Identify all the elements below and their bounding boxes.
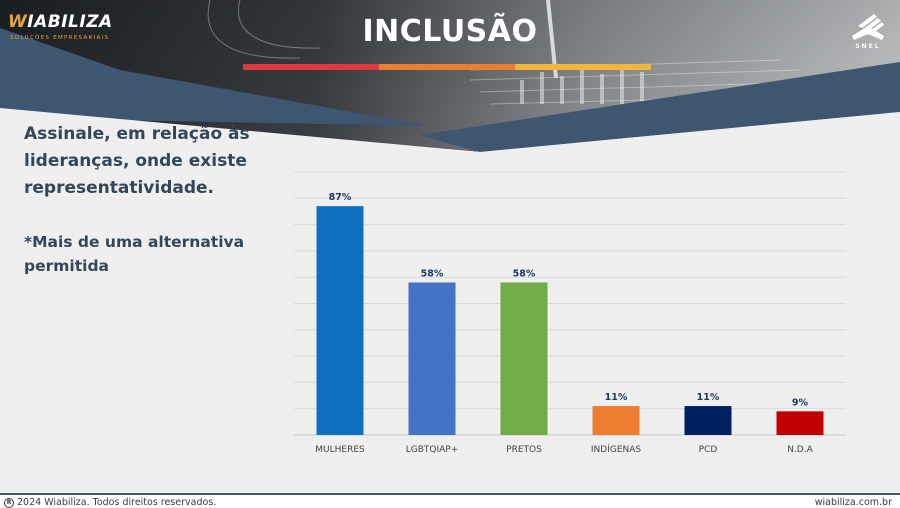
accent-bar-yellow xyxy=(515,64,651,70)
chart-gridlines xyxy=(294,171,846,436)
chart-bar xyxy=(500,282,548,435)
copyright: R 2024 Wiabiliza. Todos direitos reserva… xyxy=(4,497,216,508)
chart-category-labels: MULHERES LGBTQIAP+ PRETOS INDÍGENAS PCD N.D.A xyxy=(315,443,813,455)
chart-bars xyxy=(316,206,824,435)
header-band-right xyxy=(420,62,900,152)
book-icon xyxy=(852,14,884,40)
chart-bar xyxy=(776,411,824,435)
chart-value-label: 9% xyxy=(792,397,809,408)
chart-value-label: 87% xyxy=(329,192,352,203)
footer-divider xyxy=(0,493,900,495)
chart-category-label: MULHERES xyxy=(315,445,365,455)
chart-value-label: 58% xyxy=(421,268,444,279)
brand-logo: WIABILIZA SOLUÇÕES EMPRESARIAIS xyxy=(8,12,118,44)
footer-accent xyxy=(836,491,900,506)
snel-label: SNEL xyxy=(855,43,881,50)
header-band-left xyxy=(0,28,430,126)
chart-bar xyxy=(684,406,732,435)
header-background xyxy=(0,0,900,158)
copyright-text: 2024 Wiabiliza. Todos direitos reservado… xyxy=(17,497,217,508)
brand-tagline: SOLUÇÕES EMPRESARIAIS xyxy=(10,35,110,41)
website-link[interactable]: wiabiliza.com.br xyxy=(814,497,892,508)
chart-value-labels: 87% 58% 58% 11% 11% 9% xyxy=(329,192,809,408)
chart-category-label: PCD xyxy=(699,445,718,455)
snel-logo: SNEL xyxy=(848,12,888,54)
chart-bar xyxy=(316,206,364,435)
chart-value-label: 11% xyxy=(605,392,628,403)
header-banner xyxy=(0,0,900,158)
registered-icon: R xyxy=(4,497,14,508)
chart-category-label: PRETOS xyxy=(506,445,542,455)
question-note: *Mais de uma alternativa permitida xyxy=(24,233,245,275)
chart-value-label: 11% xyxy=(697,392,720,403)
footer-bar xyxy=(0,495,900,508)
accent-bar-red xyxy=(243,64,379,70)
bar-chart: 87% 58% 58% 11% 11% 9% MULHERES LGBTQIAP+ PRETO… xyxy=(294,171,846,455)
brand-name: WIABILIZA xyxy=(8,12,113,32)
accent-bar-orange xyxy=(379,64,515,70)
chart-category-label: LGBTQIAP+ xyxy=(406,445,459,455)
chart-value-label: 58% xyxy=(513,268,536,279)
chart-bar xyxy=(592,406,640,435)
chart-category-label: INDÍGENAS xyxy=(591,443,642,455)
chart-category-label: N.D.A xyxy=(787,445,813,455)
chart-bar xyxy=(408,282,456,435)
page-title: INCLUSÃO xyxy=(362,14,538,49)
question-text: Assinale, em relação às lideranças, onde… xyxy=(24,124,250,198)
